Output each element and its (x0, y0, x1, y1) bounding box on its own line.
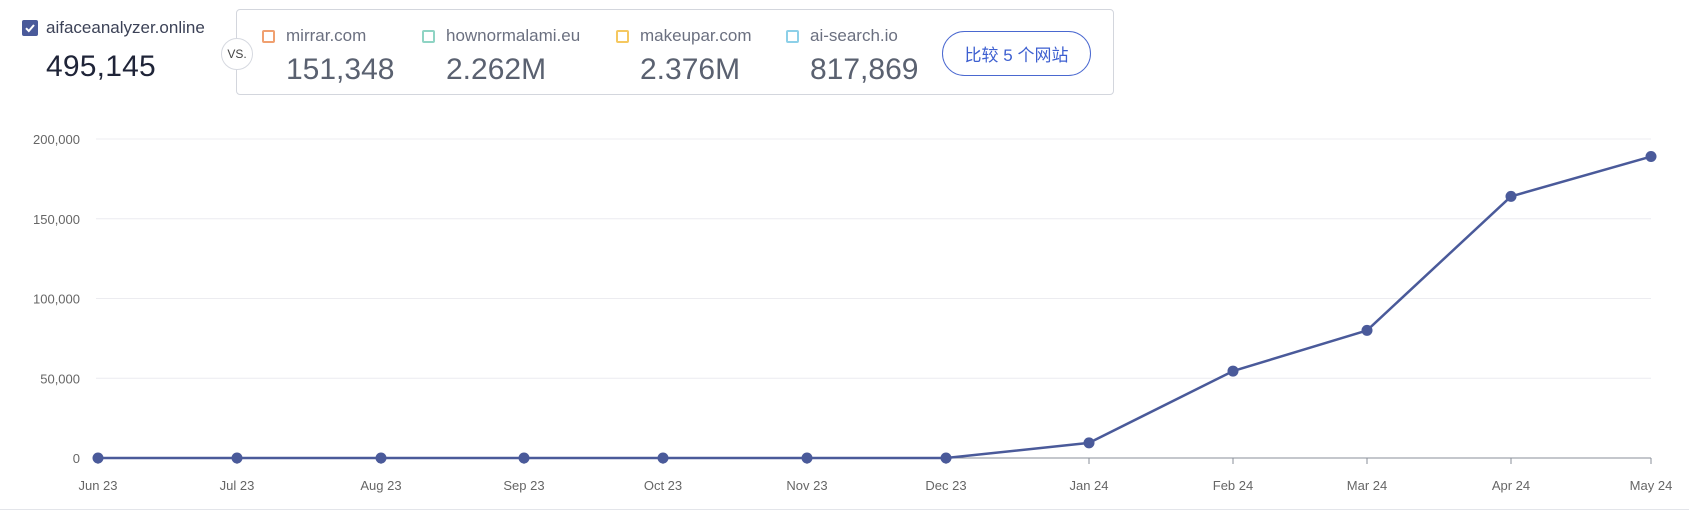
vs-badge: VS. (221, 38, 253, 70)
competitor-name: hownormalami.eu (446, 26, 581, 45)
competitor-value: 151,348 (286, 53, 395, 86)
data-point (1361, 324, 1373, 336)
competitor-checkbox[interactable] (786, 29, 799, 43)
competitor-name: makeupar.com (640, 26, 752, 45)
comparison-panel: mirrar.com 151,348 hownormalami.eu 2.262… (236, 9, 1114, 95)
competitor-checkbox[interactable] (262, 29, 275, 43)
competitor-name: mirrar.com (286, 26, 367, 45)
competitor-item[interactable]: hownormalami.eu 2.262M (422, 26, 580, 87)
x-tick-label: Aug 23 (360, 478, 401, 493)
x-tick-label: Jun 23 (78, 478, 117, 493)
competitor-item[interactable]: mirrar.com 151,348 (262, 26, 394, 87)
data-point (1645, 151, 1657, 163)
competitor-item[interactable]: makeupar.com 2.376M (616, 26, 752, 87)
primary-site: aifaceanalyzer.online 495,145 (22, 18, 205, 84)
competitor-item[interactable]: ai-search.io 817,869 (786, 26, 918, 87)
data-point (657, 452, 669, 464)
data-point (92, 452, 104, 464)
competitor-value: 2.262M (446, 53, 547, 86)
x-tick-label: Mar 24 (1347, 478, 1387, 493)
x-tick-label: Jul 23 (220, 478, 255, 493)
competitor-value: 817,869 (810, 53, 919, 86)
x-tick-label: Oct 23 (644, 478, 682, 493)
x-tick-label: Feb 24 (1213, 478, 1253, 493)
x-tick-label: Sep 23 (503, 478, 544, 493)
y-tick-label: 0 (73, 451, 80, 466)
y-tick-label: 200,000 (33, 132, 80, 147)
competitor-value: 2.376M (640, 53, 741, 86)
y-tick-label: 50,000 (40, 371, 80, 386)
competitor-checkbox[interactable] (422, 29, 435, 43)
divider (0, 509, 1689, 510)
competitor-name: ai-search.io (810, 26, 898, 45)
check-icon (25, 24, 35, 33)
x-tick-label: Apr 24 (1492, 478, 1530, 493)
y-tick-label: 100,000 (33, 292, 80, 307)
competitor-checkbox[interactable] (616, 29, 629, 43)
data-point (518, 452, 530, 464)
x-tick-label: Dec 23 (925, 478, 966, 493)
primary-checkbox[interactable] (22, 20, 38, 36)
compare-sites-button[interactable]: 比较 5 个网站 (942, 31, 1091, 76)
data-point (940, 452, 952, 464)
x-tick-label: May 24 (1630, 478, 1673, 493)
primary-site-value: 495,145 (46, 50, 156, 83)
data-point (375, 452, 387, 464)
data-point (231, 452, 243, 464)
x-tick-label: Nov 23 (786, 478, 827, 493)
data-point (1505, 190, 1517, 202)
y-tick-label: 150,000 (33, 212, 80, 227)
series-line (98, 155, 1652, 460)
data-point (1227, 365, 1239, 377)
data-point (801, 452, 813, 464)
data-point (1083, 437, 1095, 449)
primary-site-name: aifaceanalyzer.online (46, 18, 205, 37)
x-tick-label: Jan 24 (1069, 478, 1108, 493)
